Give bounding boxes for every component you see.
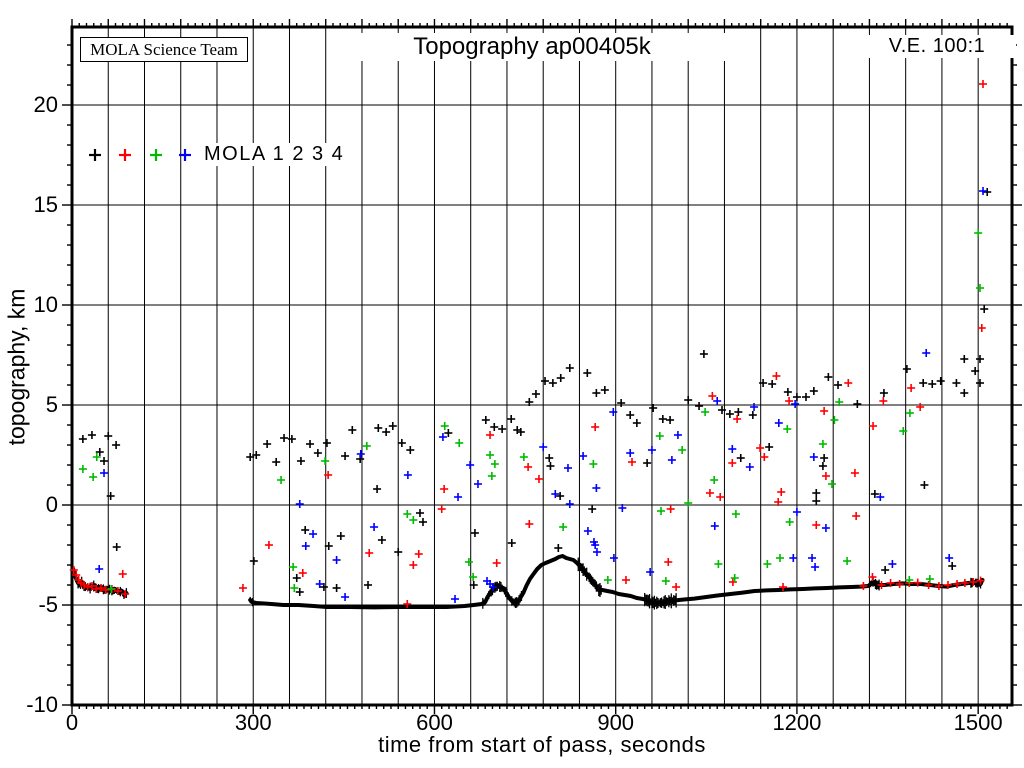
legend-marker-mola3 — [150, 149, 162, 161]
science-team-label: MOLA Science Team — [90, 40, 238, 59]
x-tick-label: 600 — [416, 710, 453, 735]
vertical-exaggeration-label: V.E. 100:1 — [858, 35, 1016, 58]
y-tick-label: 15 — [33, 192, 58, 217]
legend-markers — [89, 149, 191, 161]
legend-marker-mola2 — [119, 149, 131, 161]
x-axis-title: time from start of pass, seconds — [378, 732, 706, 757]
legend-label: MOLA 1 2 3 4 — [202, 143, 347, 166]
gridlines — [72, 27, 1012, 705]
y-tick-label: 10 — [33, 292, 58, 317]
scatter-layer-mola-4 — [95, 187, 988, 603]
legend-marker-mola1 — [89, 149, 101, 161]
y-tick-label: 20 — [33, 92, 58, 117]
y-tick-label: 0 — [45, 492, 58, 517]
science-team-box: MOLA Science Team — [80, 37, 248, 62]
plot-border — [70, 25, 1014, 707]
scatter-layer-mola-1 — [78, 188, 992, 596]
x-tick-label: 1200 — [772, 710, 822, 735]
x-tick-label: 1500 — [953, 710, 1003, 735]
scatter-layer-mola-3 — [78, 229, 984, 593]
x-tick-label: 900 — [597, 710, 635, 735]
y-tick-label: 5 — [45, 392, 58, 417]
x-tick-label: 300 — [234, 710, 272, 735]
ground-track-profile — [71, 554, 985, 610]
x-tick-label: 0 — [65, 710, 79, 735]
plot-title: Topography ap00405k — [332, 33, 732, 61]
scatter-layer-mola-2 — [69, 80, 988, 608]
y-tick-label: -5 — [38, 592, 58, 617]
legend-marker-mola4 — [179, 149, 191, 161]
y-tick-label: -10 — [26, 692, 58, 717]
axis-ticks — [62, 19, 1022, 714]
